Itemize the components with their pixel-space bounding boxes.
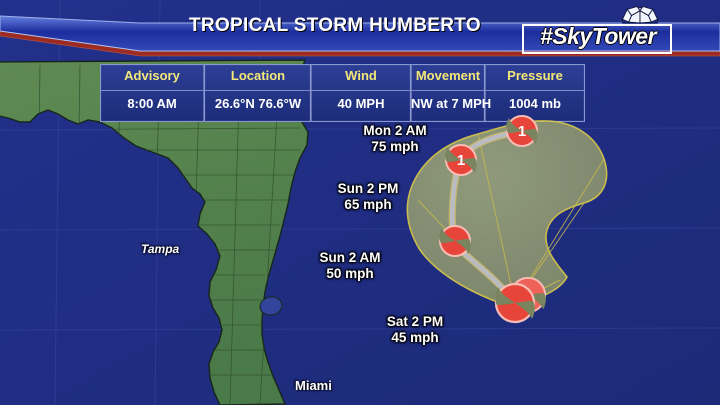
svg-text:1: 1: [457, 152, 465, 169]
svg-text:1: 1: [518, 123, 526, 140]
